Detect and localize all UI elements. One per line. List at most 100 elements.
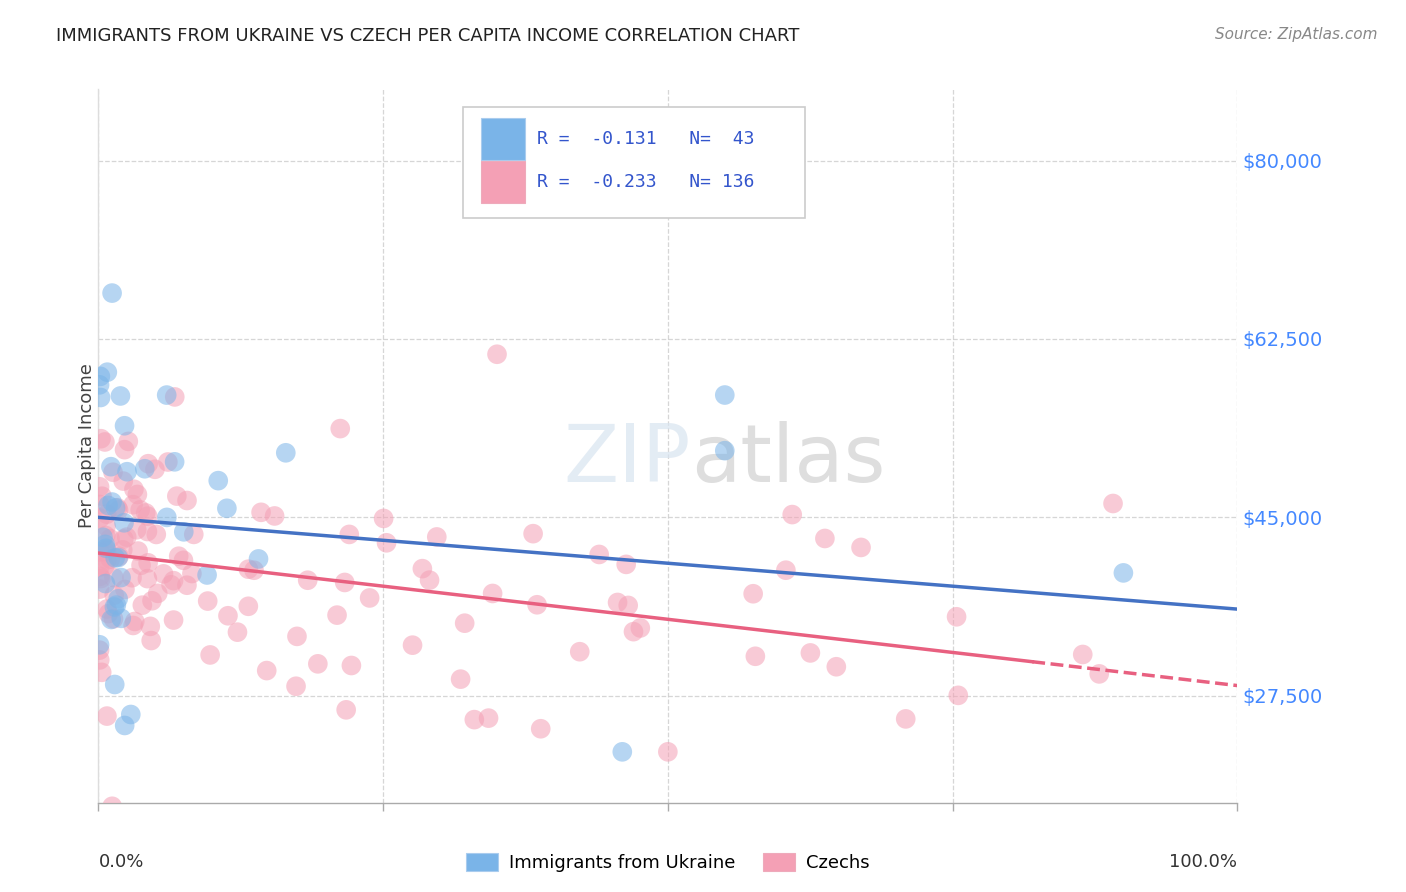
Point [419, 573, 441, 587]
Point [453, 616, 475, 631]
Point [849, 541, 872, 555]
Point [136, 509, 159, 524]
Point [129, 503, 152, 517]
Point [103, 612, 125, 626]
Point [94, 576, 117, 591]
Point [114, 442, 136, 457]
Point [105, 598, 128, 612]
Point [160, 578, 183, 592]
Point [136, 457, 159, 471]
Point [115, 465, 138, 479]
Point [96, 553, 118, 567]
FancyBboxPatch shape [481, 118, 526, 161]
Point [176, 493, 198, 508]
Point [152, 566, 174, 581]
Point [326, 608, 349, 623]
Point [101, 465, 124, 479]
Point [568, 645, 591, 659]
Point [714, 443, 737, 458]
Point [89, 569, 111, 583]
Point [96, 507, 118, 521]
Point [250, 505, 273, 519]
Point [141, 594, 163, 608]
Point [1102, 496, 1125, 510]
Point [104, 500, 127, 515]
Point [775, 563, 797, 577]
Point [744, 649, 766, 664]
Point [948, 689, 970, 703]
Point [136, 524, 159, 539]
Point [337, 527, 360, 541]
Point [481, 586, 503, 600]
Point [617, 599, 640, 613]
Point [89, 643, 111, 657]
Point [89, 582, 111, 596]
Point [114, 582, 136, 597]
Point [122, 498, 145, 512]
Point [335, 703, 357, 717]
Point [90, 432, 112, 446]
Point [156, 388, 179, 402]
Point [93, 559, 115, 574]
Point [742, 587, 765, 601]
Point [146, 586, 169, 600]
Point [107, 503, 129, 517]
Point [197, 594, 219, 608]
Point [238, 599, 260, 614]
Point [297, 573, 319, 587]
Point [96, 365, 118, 379]
Point [198, 648, 221, 662]
Point [588, 548, 610, 562]
Point [107, 591, 129, 606]
Point [143, 462, 166, 476]
Text: 100.0%: 100.0% [1170, 853, 1237, 871]
Point [89, 498, 111, 512]
Point [91, 489, 114, 503]
Point [89, 560, 111, 574]
Point [96, 543, 118, 558]
Point [90, 391, 112, 405]
Point [217, 608, 239, 623]
Point [139, 619, 162, 633]
Point [1017, 810, 1039, 824]
Point [107, 550, 129, 565]
Point [156, 510, 179, 524]
Point [115, 530, 138, 544]
Point [612, 745, 634, 759]
Point [799, 646, 821, 660]
Point [401, 638, 423, 652]
Point [156, 455, 179, 469]
Point [94, 537, 117, 551]
Point [614, 558, 637, 572]
Point [307, 657, 329, 671]
FancyBboxPatch shape [481, 161, 526, 203]
Point [89, 480, 111, 494]
Point [714, 388, 737, 402]
Point [110, 571, 132, 585]
Text: 0.0%: 0.0% [98, 853, 143, 871]
Point [333, 575, 356, 590]
Point [274, 446, 297, 460]
Point [101, 495, 124, 509]
Point [173, 524, 195, 539]
Point [90, 572, 112, 586]
Point [195, 568, 218, 582]
Point [375, 536, 398, 550]
Point [89, 511, 111, 525]
Point [94, 545, 117, 559]
Point [486, 347, 509, 361]
Point [104, 677, 127, 691]
Point [100, 612, 122, 626]
Point [89, 653, 111, 667]
Point [606, 595, 628, 609]
Point [90, 665, 112, 680]
Point [238, 562, 260, 576]
Point [780, 508, 803, 522]
Point [114, 418, 136, 433]
Point [131, 598, 153, 612]
Point [373, 511, 395, 525]
Point [96, 602, 118, 616]
Text: R =  -0.233   N= 136: R = -0.233 N= 136 [537, 173, 755, 191]
Point [103, 599, 125, 614]
Y-axis label: Per Capita Income: Per Capita Income [79, 364, 96, 528]
